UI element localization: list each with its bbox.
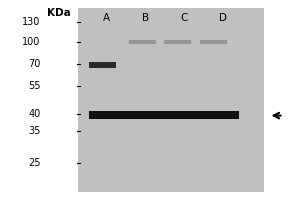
Text: KDa: KDa	[46, 8, 70, 18]
Text: 35: 35	[28, 126, 40, 136]
Bar	[164, 40, 191, 44]
Text: 130: 130	[22, 17, 40, 27]
Text: A: A	[103, 13, 110, 23]
Text: 25: 25	[28, 158, 40, 168]
Bar	[78, 8, 264, 192]
Bar	[128, 111, 167, 119]
Text: B: B	[142, 13, 149, 23]
Bar	[129, 40, 156, 44]
Text: 40: 40	[28, 109, 40, 119]
Bar	[200, 40, 227, 44]
Text: 70: 70	[28, 59, 40, 69]
Text: D: D	[220, 13, 227, 23]
Text: C: C	[181, 13, 188, 23]
Bar	[88, 62, 116, 68]
Bar	[167, 111, 206, 119]
Text: 55: 55	[28, 81, 40, 91]
Bar	[88, 111, 129, 119]
Text: 100: 100	[22, 37, 40, 47]
Bar	[205, 111, 239, 119]
